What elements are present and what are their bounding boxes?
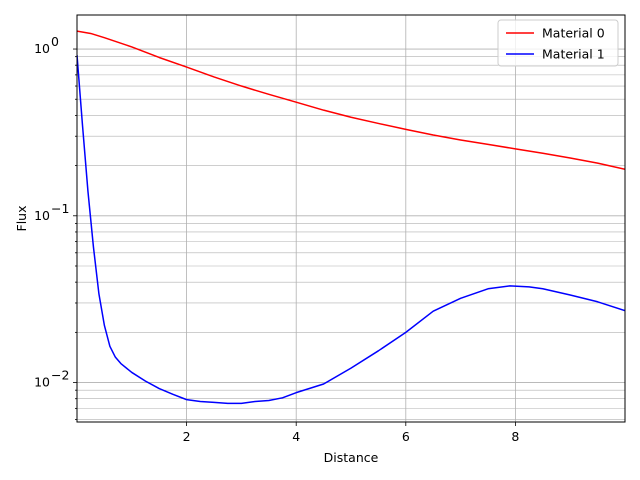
x-axis-label: Distance	[324, 450, 379, 465]
series-layer	[77, 30, 625, 405]
x-tick-label: 8	[511, 429, 519, 444]
y-tick-exponent: −2	[51, 368, 69, 383]
x-tick-label: 6	[402, 429, 410, 444]
series-line-material-0	[77, 30, 625, 171]
y-tick-label: 10	[34, 41, 50, 56]
series-line-material-1	[77, 55, 625, 405]
legend: Material 0 Material 1	[497, 19, 619, 67]
legend-label-material-0: Material 0	[542, 26, 605, 41]
y-tick-label: 10	[34, 375, 50, 390]
axes-frame	[76, 14, 626, 423]
y-tick-exponent: −1	[51, 201, 69, 216]
y-tick-label: 10	[34, 208, 50, 223]
x-tick-label: 4	[292, 429, 300, 444]
y-tick-exponent: 0	[51, 34, 59, 49]
y-axis-label: Flux	[14, 206, 29, 232]
x-tick-label: 2	[183, 429, 191, 444]
legend-label-material-1: Material 1	[542, 47, 605, 62]
grid	[77, 15, 625, 422]
